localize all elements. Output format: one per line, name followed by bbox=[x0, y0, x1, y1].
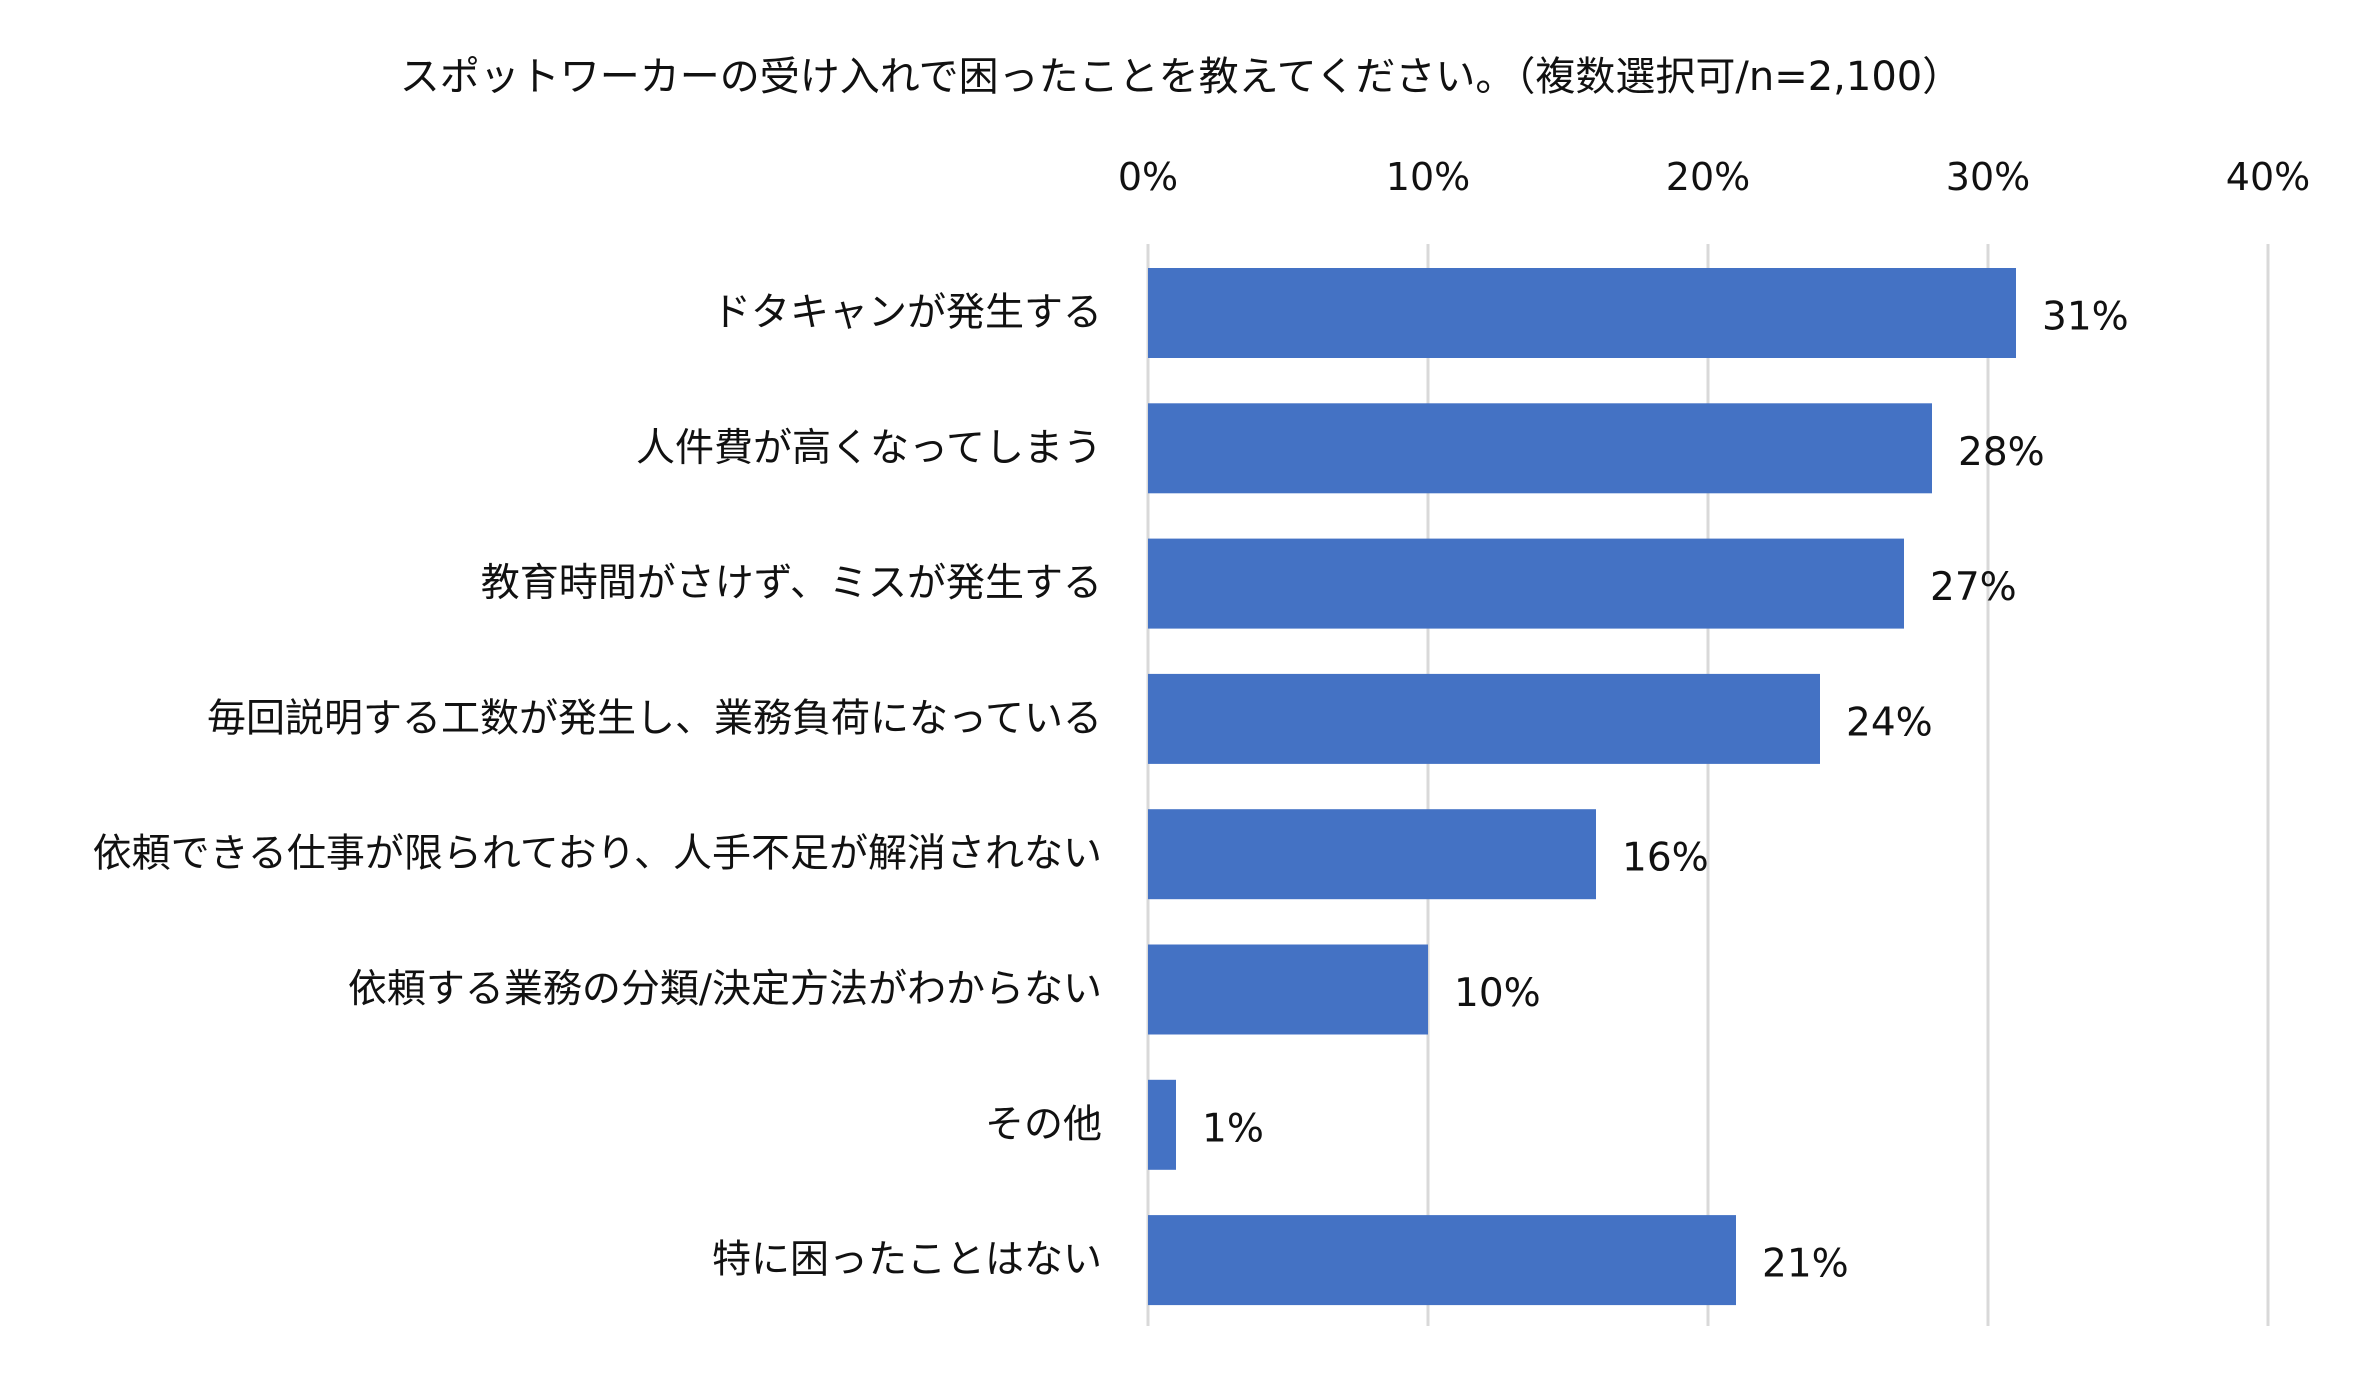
category-label-3: 教育時間がさけず、ミスが発生する bbox=[481, 561, 1102, 606]
category-label-5: 依頼できる仕事が限られており、人手不足が解消されない bbox=[93, 832, 1102, 877]
x-tick-label-40: 40% bbox=[2226, 155, 2310, 199]
bar-1 bbox=[1148, 268, 2016, 358]
data-label-8: 21% bbox=[1762, 1242, 1849, 1287]
data-label-2: 28% bbox=[1958, 430, 2045, 475]
data-label-7: 1% bbox=[1202, 1106, 1264, 1151]
data-label-5: 16% bbox=[1622, 836, 1709, 881]
bars bbox=[1148, 268, 2016, 1306]
bar-5 bbox=[1148, 809, 1596, 900]
bar-6 bbox=[1148, 944, 1428, 1035]
bar-8 bbox=[1148, 1215, 1736, 1306]
category-labels: ドタキャンが発生する人件費が高くなってしまう教育時間がさけず、ミスが発生する毎回… bbox=[93, 291, 1102, 1283]
bar-3 bbox=[1148, 538, 1904, 629]
bar-7 bbox=[1148, 1079, 1176, 1170]
chart-title: スポットワーカーの受け入れで困ったことを教えてください。（複数選択可/n=2,1… bbox=[400, 54, 1962, 100]
category-label-2: 人件費が高くなってしまう bbox=[636, 426, 1102, 471]
data-labels: 31% 28% 27% 24% 16% 10% 1% 21% bbox=[1202, 295, 2129, 1287]
bar-4 bbox=[1148, 673, 1820, 764]
x-axis-ticks: 0% 10% 20% 30% 40% bbox=[1118, 155, 2310, 199]
x-tick-label-10: 10% bbox=[1386, 155, 1470, 199]
category-label-7: その他 bbox=[985, 1102, 1102, 1147]
category-label-4: 毎回説明する工数が発生し、業務負荷になっている bbox=[207, 696, 1102, 741]
category-label-1: ドタキャンが発生する bbox=[712, 291, 1102, 336]
data-label-3: 27% bbox=[1930, 565, 2017, 610]
data-label-1: 31% bbox=[2042, 295, 2129, 340]
data-label-6: 10% bbox=[1454, 971, 1541, 1016]
bar-2 bbox=[1148, 403, 1932, 494]
x-tick-label-20: 20% bbox=[1666, 155, 1750, 199]
x-tick-label-0: 0% bbox=[1118, 155, 1178, 199]
data-label-4: 24% bbox=[1846, 700, 1933, 745]
category-label-8: 特に困ったことはない bbox=[712, 1238, 1102, 1283]
category-label-6: 依頼する業務の分類/決定方法がわからない bbox=[348, 967, 1102, 1012]
x-tick-label-30: 30% bbox=[1946, 155, 2030, 199]
